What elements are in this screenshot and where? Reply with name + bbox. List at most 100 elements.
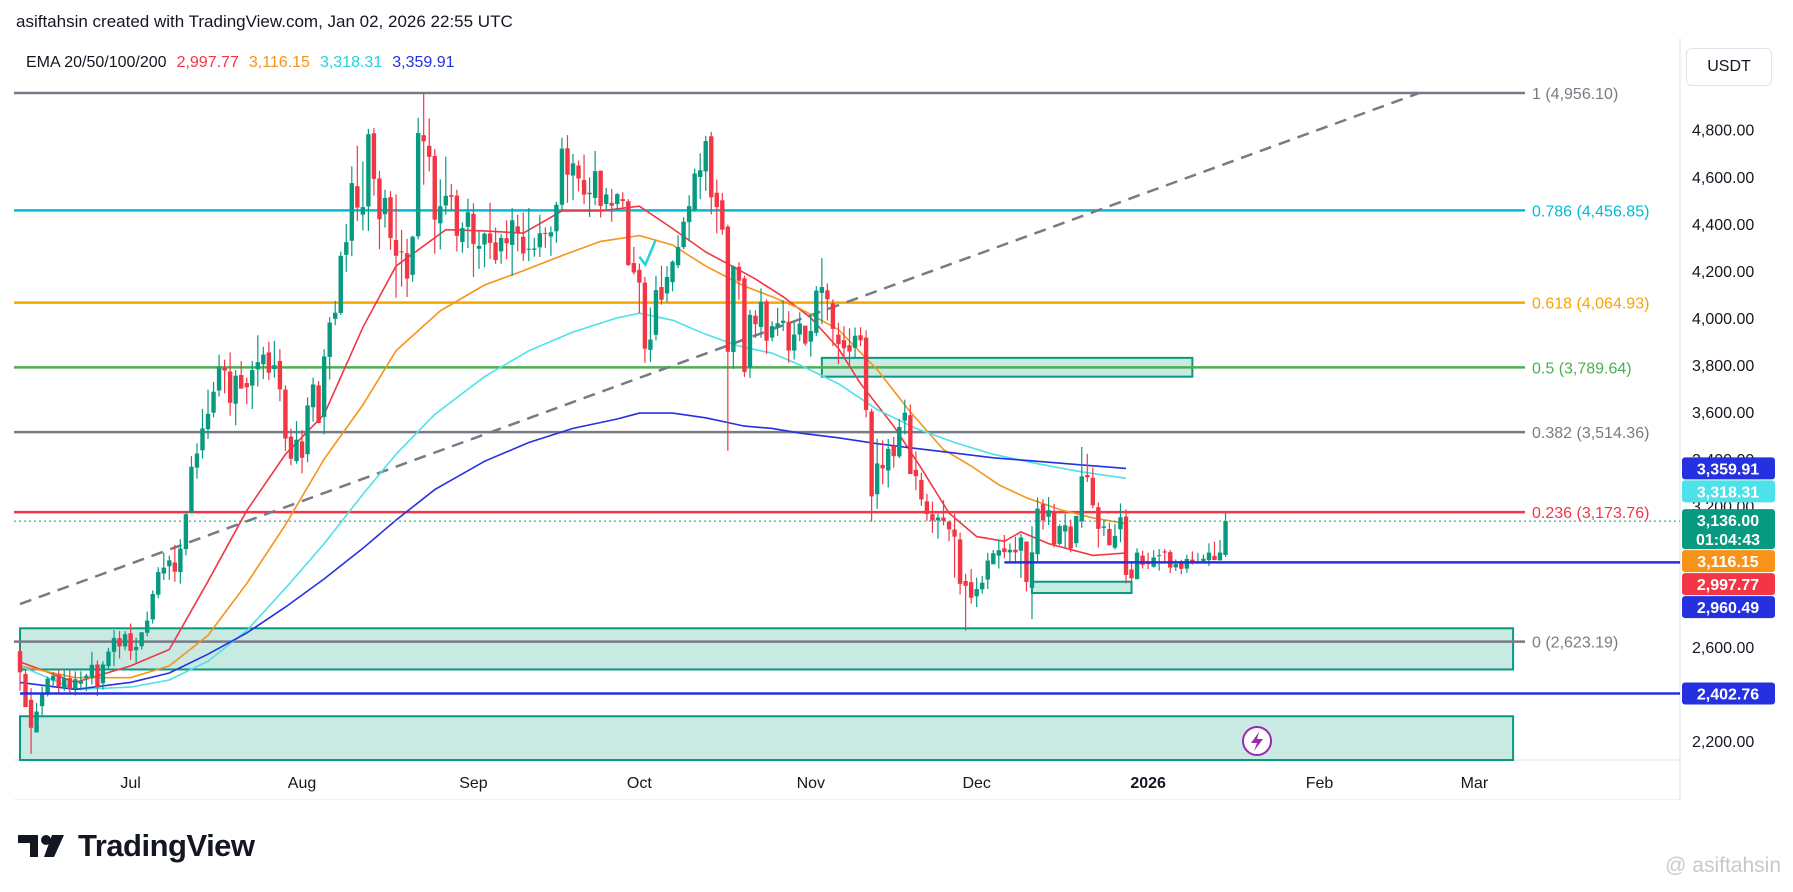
candle-body — [172, 562, 178, 572]
candle-body — [758, 301, 764, 328]
candle-body — [603, 194, 609, 205]
candle-body — [1217, 552, 1223, 561]
candle-193 — [1085, 453, 1090, 483]
candle-84 — [482, 232, 487, 268]
candle-20 — [128, 623, 133, 660]
candle-body — [1051, 511, 1057, 545]
candle-body — [338, 255, 343, 313]
candle-41 — [244, 377, 249, 405]
candle-130 — [736, 262, 742, 300]
fib-label-3: 0.5 (3,789.64) — [1532, 360, 1632, 377]
candle-160 — [902, 399, 907, 435]
candle-body — [227, 371, 233, 403]
candle-162 — [913, 451, 919, 491]
candle-42 — [250, 360, 255, 410]
candle-body — [592, 171, 598, 198]
candle-body — [460, 228, 465, 242]
candle-48 — [283, 385, 288, 451]
candle-165 — [930, 501, 935, 533]
candle-body — [957, 539, 963, 584]
candle-80 — [460, 222, 465, 253]
candle-body — [333, 312, 338, 319]
candle-1 — [23, 670, 28, 708]
candle-194 — [1090, 467, 1096, 509]
candle-body — [581, 180, 587, 195]
currency-selector[interactable]: USDT — [1686, 48, 1772, 86]
candle-body — [244, 383, 249, 388]
ema-legend[interactable]: EMA 20/50/100/200 2,997.77 3,116.15 3,318.3… — [26, 54, 465, 72]
candle-98 — [559, 137, 565, 211]
candle-13 — [89, 651, 95, 685]
candle-197 — [1107, 522, 1112, 546]
candle-75 — [432, 149, 437, 254]
attribution-header: asiftahsin created with TradingView.com,… — [16, 12, 513, 31]
candle-61 — [355, 145, 360, 221]
candle-151 — [852, 327, 858, 359]
candle-139 — [786, 311, 791, 363]
candle-30 — [183, 510, 189, 556]
candle-body — [305, 405, 310, 455]
candle-body — [659, 287, 664, 300]
candle-body — [554, 204, 559, 232]
candle-78 — [449, 184, 454, 212]
candle-10 — [73, 671, 78, 696]
candlestick-chart[interactable]: 1 (4,956.10) 0.786 (4,456.85) 0.618 (4,064… — [0, 0, 1793, 800]
candle-195 — [1096, 502, 1101, 548]
candle-body — [515, 226, 520, 233]
ema100-value: 3,318.31 — [319, 54, 383, 71]
candle-15 — [100, 661, 106, 690]
candle-body — [73, 679, 78, 689]
candle-body — [814, 290, 819, 333]
candle-body — [294, 439, 299, 462]
candle-74 — [427, 118, 432, 172]
candle-156 — [880, 440, 885, 485]
candle-body — [161, 567, 166, 574]
y-tick-8: 4,400.00 — [1692, 217, 1754, 234]
candle-body — [891, 445, 896, 457]
x-label-3: Oct — [627, 775, 652, 792]
y-tick-9: 4,600.00 — [1692, 170, 1754, 187]
candle-body — [869, 411, 874, 497]
candle-131 — [742, 275, 747, 377]
candle-190 — [1068, 519, 1073, 553]
ema50-value: 3,116.15 — [248, 54, 310, 71]
candle-168 — [946, 520, 952, 542]
candle-body — [1123, 516, 1129, 575]
candle-36 — [216, 354, 222, 397]
candle-147 — [830, 299, 836, 347]
candle-107 — [609, 189, 614, 222]
candle-body — [84, 675, 89, 678]
candle-138 — [780, 300, 786, 332]
candle-174 — [980, 576, 985, 594]
candle-207 — [1162, 549, 1167, 562]
candle-body — [808, 331, 813, 342]
candle-200 — [1123, 509, 1129, 584]
candle-body — [1074, 515, 1079, 544]
candle-205 — [1151, 550, 1156, 568]
candle-body — [825, 290, 830, 300]
candle-85 — [487, 202, 493, 260]
candle-body — [89, 664, 95, 678]
candle-body — [178, 548, 183, 573]
candle-body — [427, 145, 432, 157]
candle-216 — [1212, 541, 1217, 561]
candle-body — [482, 233, 487, 245]
candle-25 — [156, 567, 161, 599]
candle-body — [775, 323, 780, 328]
candle-body — [532, 248, 537, 250]
candle-178 — [1002, 534, 1007, 559]
candle-121 — [686, 195, 692, 242]
y-tick-1: 2,600.00 — [1692, 640, 1754, 657]
candle-9 — [67, 669, 72, 693]
price-badge-3: 3,116.15 — [1682, 550, 1775, 573]
candle-90 — [515, 214, 520, 252]
candle-11 — [78, 671, 84, 691]
candle-120 — [681, 217, 686, 250]
candle-body — [205, 413, 211, 430]
candle-173 — [974, 577, 979, 608]
y-tick-4: 3,600.00 — [1692, 405, 1754, 422]
candle-142 — [803, 325, 808, 346]
candle-189 — [1062, 513, 1068, 548]
tradingview-logo[interactable]: TradingView — [18, 828, 255, 864]
candle-145 — [819, 258, 825, 324]
